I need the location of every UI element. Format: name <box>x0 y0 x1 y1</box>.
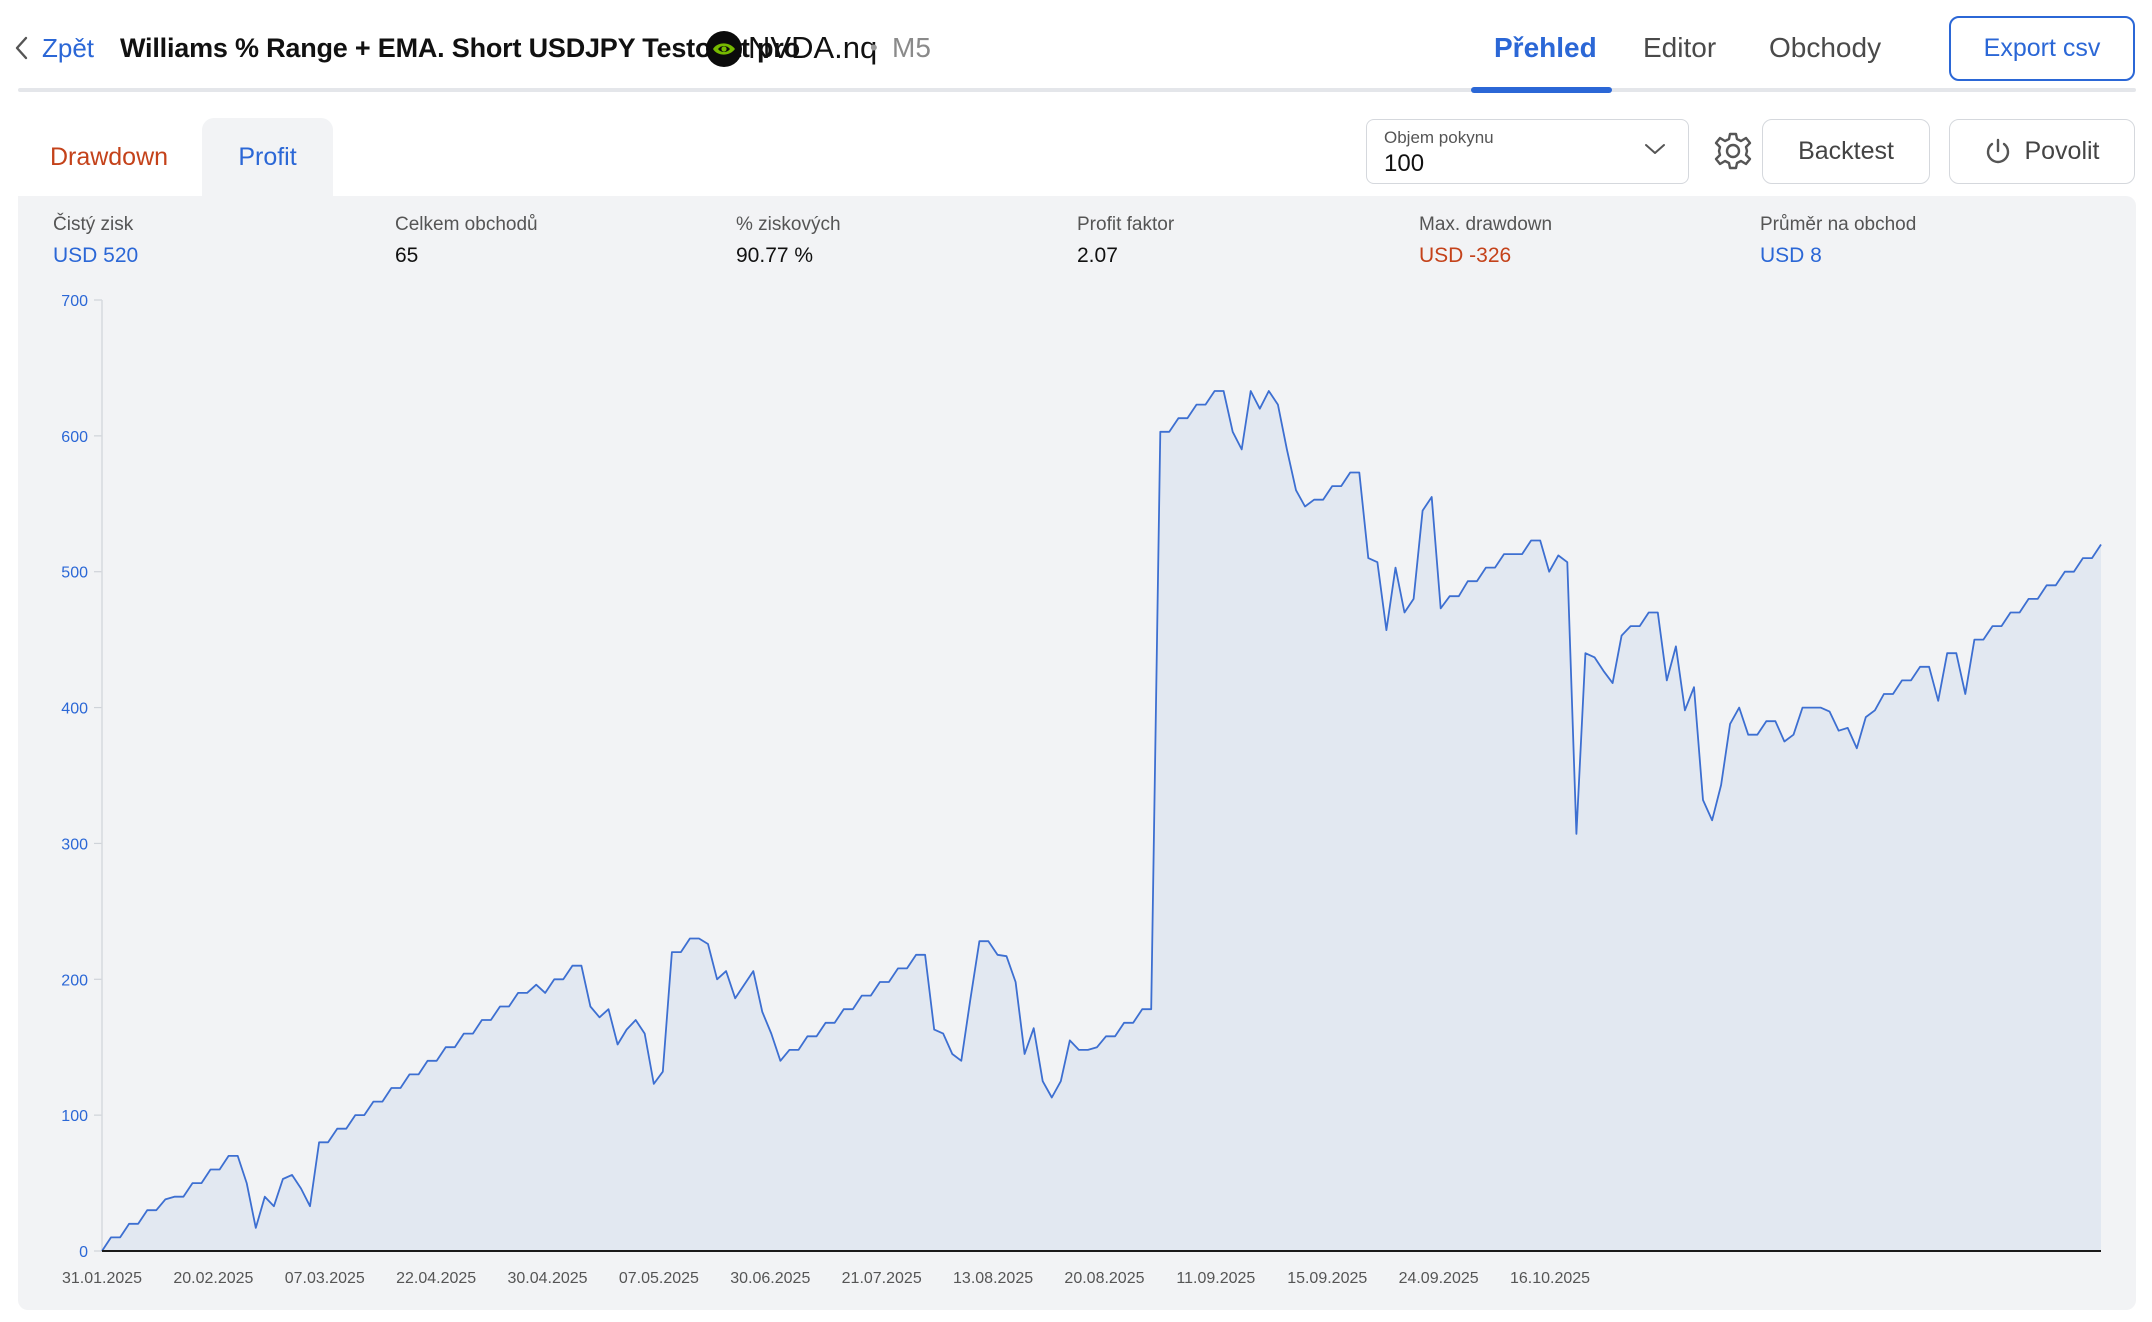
y-tick-label: 500 <box>61 565 88 582</box>
power-icon <box>1987 138 2010 163</box>
back-label: Zpět <box>42 32 95 63</box>
stat-label: Průměr na obchod <box>1760 214 1917 235</box>
timeframe: M5 <box>892 32 931 63</box>
stat-net-profit: Čistý zisk USD 520 <box>53 214 138 268</box>
order-volume-value: 100 <box>1384 150 1425 177</box>
x-tick-label: 15.09.2025 <box>1287 1270 1367 1287</box>
stat-value: USD -326 <box>1419 244 1512 267</box>
stat-value: USD 8 <box>1760 244 1822 267</box>
stat-label: Celkem obchodů <box>395 214 538 235</box>
gear-icon[interactable] <box>1713 131 1753 171</box>
tab-overview[interactable]: Přehled <box>1494 32 1597 63</box>
profit-chart: 0 100 200 300 400 500 600 700 31.01.2025 20.02.2… <box>61 293 2102 1287</box>
x-tick-label: 11.09.2025 <box>1176 1270 1255 1287</box>
subtab-drawdown[interactable]: Drawdown <box>49 142 169 171</box>
separator-dot: • <box>870 35 878 60</box>
x-tick-label: 20.02.2025 <box>173 1270 253 1287</box>
x-tick-label: 20.08.2025 <box>1064 1270 1144 1287</box>
stat-total-trades: Celkem obchodů 65 <box>395 214 538 268</box>
strategy-title: Williams % Range + EMA. Short USDJPY Tes… <box>120 32 800 63</box>
stat-avg-per-trade: Průměr na obchod USD 8 <box>1760 214 1916 268</box>
subtab-profit[interactable]: Profit <box>202 118 333 196</box>
top-header: Zpět Williams % Range + EMA. Short USDJP… <box>0 0 2152 96</box>
header-divider <box>18 88 2136 92</box>
stat-label: Max. drawdown <box>1419 214 1553 235</box>
x-tick-label: 30.04.2025 <box>507 1270 587 1287</box>
x-tick-label: 22.04.2025 <box>396 1270 476 1287</box>
y-tick-label: 700 <box>61 293 88 310</box>
stat-value: 2.07 <box>1077 244 1118 267</box>
profit-line <box>101 390 2102 1252</box>
enable-button[interactable]: Povolit <box>1949 119 2135 184</box>
x-tick-label: 30.06.2025 <box>730 1270 810 1287</box>
chevron-left-icon <box>15 36 28 60</box>
x-tick-label: 21.07.2025 <box>842 1270 922 1287</box>
x-tick-label: 07.05.2025 <box>619 1270 699 1287</box>
y-tick-label: 200 <box>61 972 88 989</box>
chevron-down-icon <box>1645 144 1665 154</box>
backtest-button[interactable]: Backtest <box>1762 119 1930 184</box>
y-tick-label: 100 <box>61 1108 88 1125</box>
back-button[interactable]: Zpět <box>14 24 94 72</box>
y-tick-label: 0 <box>79 1244 88 1261</box>
symbol-name: NVDA.nq <box>748 30 878 65</box>
y-tick-label: 300 <box>61 836 88 853</box>
stat-label: % ziskových <box>736 214 841 235</box>
stat-value: 90.77 % <box>736 244 814 267</box>
x-tick-label: 24.09.2025 <box>1399 1270 1479 1287</box>
y-tick-label: 400 <box>61 701 88 718</box>
stat-value: 65 <box>395 244 419 267</box>
tab-editor[interactable]: Editor <box>1643 32 1717 63</box>
stat-profit-factor: Profit faktor 2.07 <box>1077 214 1174 268</box>
stat-label: Profit faktor <box>1077 214 1175 235</box>
active-tab-indicator <box>1471 87 1612 93</box>
nvidia-logo-icon <box>706 31 742 67</box>
order-volume-label: Objem pokynu <box>1384 128 1494 147</box>
tab-trades[interactable]: Obchody <box>1769 32 1882 63</box>
stat-label: Čistý zisk <box>53 214 134 235</box>
stat-value: USD 520 <box>53 244 139 267</box>
x-tick-label: 07.03.2025 <box>285 1270 365 1287</box>
order-volume-select[interactable]: Objem pokynu 100 <box>1366 119 1689 184</box>
profit-area <box>102 391 2101 1251</box>
x-tick-label: 13.08.2025 <box>953 1270 1033 1287</box>
x-tick-label: 16.10.2025 <box>1510 1270 1590 1287</box>
stat-win-rate: % ziskových 90.77 % <box>736 214 841 268</box>
x-tick-label: 31.01.2025 <box>62 1270 142 1287</box>
enable-label: Povolit <box>2024 137 2100 165</box>
export-csv-button[interactable]: Export csv <box>1949 16 2135 81</box>
y-tick-label: 600 <box>61 429 88 446</box>
stat-max-drawdown: Max. drawdown USD -326 <box>1419 214 1552 268</box>
